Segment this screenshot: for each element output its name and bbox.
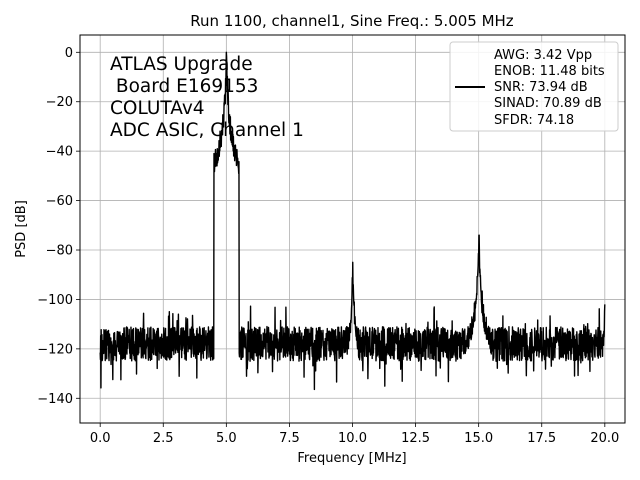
- x-tick-label: 15.0: [464, 431, 493, 446]
- x-tick-label: 2.5: [153, 431, 174, 446]
- y-tick-label: 0: [65, 46, 73, 61]
- y-tick-label: −120: [37, 342, 73, 357]
- legend-entry-sfdr: SFDR: 74.18: [494, 113, 574, 128]
- y-tick-label: −80: [46, 244, 73, 259]
- x-tick-label: 0.0: [90, 431, 111, 446]
- y-tick-label: −100: [37, 293, 73, 308]
- x-tick-label: 7.5: [279, 431, 300, 446]
- legend-box: [449, 41, 619, 132]
- chart-title: Run 1100, channel1, Sine Freq.: 5.005 MH…: [190, 12, 514, 30]
- legend-entry-enob: ENOB: 11.48 bits: [494, 64, 605, 79]
- annotation-line-2: Board E169153: [110, 76, 258, 97]
- x-axis-label: Frequency [MHz]: [297, 451, 406, 466]
- legend-entry-sinad: SINAD: 70.89 dB: [494, 96, 602, 111]
- annotation-line-3: COLUTAv4: [110, 98, 205, 119]
- x-tick-label: 5.0: [216, 431, 237, 446]
- psd-trace: [99, 51, 606, 391]
- x-tick-label: 17.5: [527, 431, 556, 446]
- legend-entry-awg: AWG: 3.42 Vpp: [494, 48, 592, 63]
- annotation-block: ATLAS Upgrade Board E169153 COLUTAv4 ADC…: [110, 54, 304, 141]
- y-axis-ticks: 0 −20 −40 −60 −80 −100 −120 −140: [37, 46, 80, 407]
- y-axis-label: PSD [dB]: [14, 200, 29, 258]
- annotation-line-4: ADC ASIC, Channel 1: [110, 120, 304, 141]
- x-tick-label: 20.0: [590, 431, 619, 446]
- y-tick-label: −140: [37, 392, 73, 407]
- x-axis-ticks: 0.0 2.5 5.0 7.5 10.0 12.5 15.0 17.5 20.0: [90, 423, 619, 446]
- x-tick-label: 10.0: [338, 431, 367, 446]
- legend: AWG: 3.42 Vpp ENOB: 11.48 bits SNR: 73.9…: [449, 41, 619, 132]
- y-tick-label: −20: [46, 95, 73, 110]
- x-tick-label: 12.5: [401, 431, 430, 446]
- annotation-line-1: ATLAS Upgrade: [110, 54, 253, 75]
- y-tick-label: −40: [46, 145, 73, 160]
- legend-entry-snr: SNR: 73.94 dB: [494, 80, 588, 95]
- y-tick-label: −60: [46, 194, 73, 209]
- psd-series-line: [99, 51, 606, 391]
